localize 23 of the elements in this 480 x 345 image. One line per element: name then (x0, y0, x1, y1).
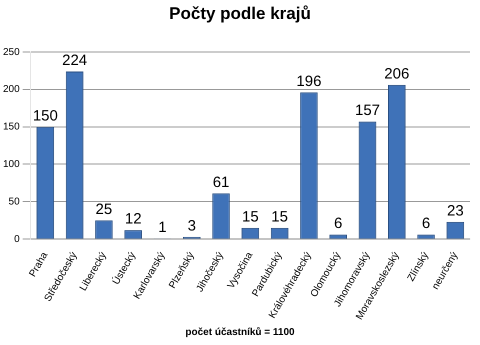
y-tick-label: 100 (2, 158, 20, 170)
data-label: 224 (62, 52, 88, 70)
text: počet účastníků = 1100 (184, 327, 296, 338)
data-label: 157 (354, 102, 380, 120)
y-tick-label: 250 (2, 46, 20, 58)
data-label: 196 (296, 73, 322, 90)
y-tick-label: 150 (2, 122, 20, 133)
data-label: 6 (422, 215, 430, 232)
data-label: 6 (334, 215, 342, 232)
data-label: 12 (124, 210, 142, 228)
y-tick-label: 0 (14, 234, 20, 245)
data-label: 3 (188, 217, 196, 234)
data-label: 206 (384, 66, 410, 83)
data-label: 15 (271, 208, 288, 226)
y-tick-label: 200 (2, 84, 20, 96)
y-tick-label: 50 (8, 196, 20, 208)
data-label: 25 (96, 201, 112, 218)
data-label: 61 (212, 174, 230, 192)
data-label: 15 (242, 208, 259, 226)
data-label: 1 (158, 218, 167, 236)
data-label: 23 (447, 202, 464, 220)
data-label: 150 (32, 107, 58, 124)
chart-title: Počty podle krajů (168, 4, 312, 24)
